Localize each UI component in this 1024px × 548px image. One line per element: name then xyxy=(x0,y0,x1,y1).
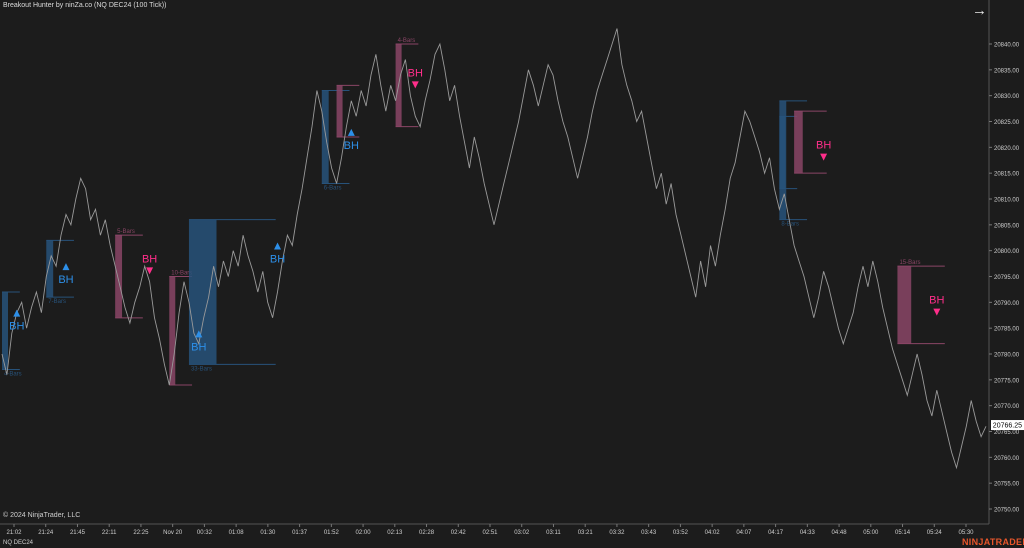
time-tick-label: 01:52 xyxy=(324,530,340,536)
bear-signal-triangle-icon xyxy=(933,308,941,316)
box-bars-label: 4-Bars xyxy=(4,372,22,378)
bear-breakout-box xyxy=(169,276,176,385)
copyright-text: © 2024 NinjaTrader, LLC xyxy=(3,512,81,519)
time-tick-label: 01:37 xyxy=(292,530,308,536)
time-tick-label: 03:43 xyxy=(641,530,657,536)
box-bars-label: 7-Bars xyxy=(48,299,66,305)
price-tick-label: 20810.00 xyxy=(994,198,1020,204)
time-tick-label: 21:24 xyxy=(38,530,54,536)
time-tick-label: 05:00 xyxy=(863,530,879,536)
price-tick-label: 20785.00 xyxy=(994,327,1020,333)
bull-signal-triangle-icon xyxy=(274,242,282,250)
time-tick-label: 04:07 xyxy=(736,530,752,536)
bull-breakout-box xyxy=(46,240,54,298)
bear-signal-label: BH xyxy=(142,253,157,265)
price-line xyxy=(1,28,987,470)
chart-title: Breakout Hunter by ninZa.co (NQ DEC24 (1… xyxy=(3,2,167,9)
box-bars-label: 5-Bars xyxy=(117,229,135,235)
time-tick-label: 04:33 xyxy=(800,530,816,536)
price-tick-label: 20750.00 xyxy=(994,508,1020,514)
time-tick-label: 02:00 xyxy=(356,530,372,536)
box-bars-label: 4-Bars xyxy=(398,38,416,44)
bull-signal-label: BH xyxy=(58,274,73,286)
bull-signal-triangle-icon xyxy=(62,263,70,271)
time-tick-label: 02:42 xyxy=(451,530,467,536)
price-tick-label: 20840.00 xyxy=(994,43,1020,49)
bear-signal-label: BH xyxy=(408,67,423,79)
bear-breakout-box xyxy=(794,111,803,174)
bull-signal-triangle-icon xyxy=(195,330,203,338)
box-bars-label: 6-Bars xyxy=(324,186,342,192)
bull-breakout-box xyxy=(188,219,217,365)
price-tick-label: 20770.00 xyxy=(994,404,1020,410)
last-price-label: 20766.25 xyxy=(993,423,1022,430)
price-tick-label: 20755.00 xyxy=(994,482,1020,488)
price-tick-label: 20830.00 xyxy=(994,94,1020,100)
bear-breakout-box xyxy=(897,266,912,344)
price-tick-label: 20800.00 xyxy=(994,249,1020,255)
time-tick-label: 02:13 xyxy=(387,530,403,536)
bull-breakout-box xyxy=(321,90,329,184)
bull-breakout-box xyxy=(779,116,786,189)
time-tick-label: 03:11 xyxy=(546,530,561,536)
bear-signal-triangle-icon xyxy=(146,267,154,275)
time-tick-label: Nov 20 xyxy=(163,530,183,536)
last-price-marker: 20766.25 xyxy=(991,420,1024,431)
box-bars-label: 15-Bars xyxy=(899,260,920,266)
box-bars-label: 33-Bars xyxy=(191,366,212,372)
price-tick-label: 20820.00 xyxy=(994,146,1020,152)
time-tick-label: 05:24 xyxy=(927,530,943,536)
box-bars-label: 10-Bars xyxy=(171,271,192,277)
time-tick-label: 21:02 xyxy=(6,530,22,536)
price-tick-label: 20815.00 xyxy=(994,172,1020,178)
bull-signal-label: BH xyxy=(344,140,359,152)
price-tick-label: 20765.00 xyxy=(994,430,1020,436)
bear-signal-label: BH xyxy=(929,295,944,307)
price-tick-label: 20790.00 xyxy=(994,301,1020,307)
price-tick-label: 20835.00 xyxy=(994,68,1020,74)
bull-signal-triangle-icon xyxy=(13,309,21,317)
time-tick-label: 03:02 xyxy=(514,530,530,536)
time-tick-label: 04:48 xyxy=(832,530,848,536)
time-tick-label: 01:08 xyxy=(229,530,245,536)
price-tick-label: 20825.00 xyxy=(994,120,1020,126)
bull-signal-triangle-icon xyxy=(347,128,355,136)
bear-signal-triangle-icon xyxy=(820,153,828,161)
time-tick-label: 22:11 xyxy=(102,530,117,536)
price-tick-label: 20775.00 xyxy=(994,378,1020,384)
instrument-label: NQ DEC24 xyxy=(3,540,34,546)
ninjatrader-logo: NINJATRADER xyxy=(962,537,1024,547)
time-axis: 21:02 21:24 21:45 22:11 22:25 Nov 20 00:32 01:0… xyxy=(6,524,974,536)
time-tick-label: 05:30 xyxy=(958,530,974,536)
bear-signal-label: BH xyxy=(816,140,831,152)
time-tick-label: 02:28 xyxy=(419,530,435,536)
time-tick-label: 03:32 xyxy=(609,530,625,536)
price-tick-label: 20780.00 xyxy=(994,353,1020,359)
bull-signal-label: BH xyxy=(9,321,24,333)
bull-signal-label: BH xyxy=(191,341,206,353)
price-tick-label: 20760.00 xyxy=(994,456,1020,462)
price-tick-label: 20805.00 xyxy=(994,223,1020,229)
breakout-signals: BH BH BH BH BH BH BH BH BH xyxy=(9,67,944,353)
time-tick-label: 22:25 xyxy=(133,530,149,536)
time-tick-label: 02:51 xyxy=(482,530,498,536)
time-tick-label: 03:21 xyxy=(578,530,594,536)
time-tick-label: 01:30 xyxy=(260,530,276,536)
time-tick-label: 00:32 xyxy=(197,530,213,536)
bear-breakout-box xyxy=(336,85,343,137)
price-tick-label: 20795.00 xyxy=(994,275,1020,281)
bear-breakout-box xyxy=(115,235,123,318)
time-tick-label: 05:14 xyxy=(895,530,911,536)
arrow-right-icon[interactable]: → xyxy=(972,2,987,19)
time-tick-label: 21:45 xyxy=(70,530,86,536)
time-tick-label: 03:52 xyxy=(673,530,689,536)
time-tick-label: 04:17 xyxy=(768,530,784,536)
price-axis: 20840.00 20835.00 20830.00 20825.00 20820.00… xyxy=(989,43,1020,514)
bear-signal-triangle-icon xyxy=(411,81,419,89)
bull-breakout-box xyxy=(2,292,8,370)
bull-signal-label: BH xyxy=(270,254,285,266)
time-tick-label: 04:02 xyxy=(705,530,721,536)
